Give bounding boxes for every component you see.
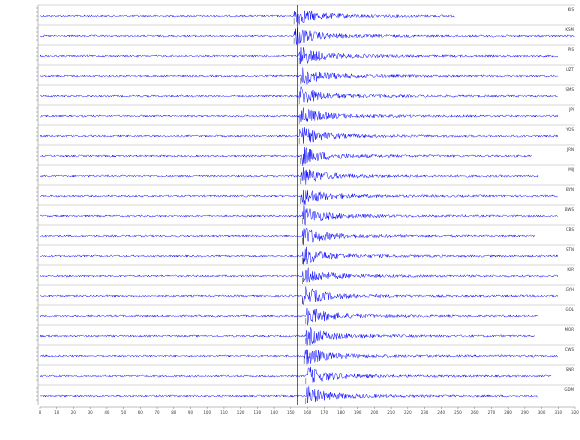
x-tick-label: 90	[188, 410, 194, 415]
waveform	[39, 10, 455, 25]
station-label: CWS	[565, 347, 575, 352]
x-tick-label: 40	[104, 410, 110, 415]
waveform	[39, 366, 552, 383]
waveform	[40, 86, 558, 103]
station-label: YOS	[565, 127, 574, 132]
x-tick-label: 200	[371, 410, 379, 415]
waveform	[39, 67, 558, 85]
waveform	[39, 286, 559, 306]
waveform	[39, 27, 575, 46]
x-tick-label: 280	[504, 410, 512, 415]
station-label: GDM	[564, 387, 574, 392]
station-label: SMS	[565, 87, 574, 92]
waveform	[39, 386, 539, 404]
x-tick-label: 0	[39, 410, 42, 415]
station-label: JPI	[568, 107, 574, 112]
station-label: CBS	[566, 227, 574, 232]
waveform	[39, 147, 532, 167]
x-tick-label: 100	[203, 410, 211, 415]
x-tick-label: 310	[554, 410, 562, 415]
station-label: GYH	[566, 287, 574, 292]
station-label: PIS	[568, 47, 575, 52]
x-tick-label: 10	[54, 410, 60, 415]
x-tick-label: 320	[571, 410, 579, 415]
waveform	[39, 227, 535, 246]
x-tick-label: 20	[71, 410, 77, 415]
station-label: MIJ	[568, 167, 574, 172]
station-label: KSM	[565, 27, 574, 32]
station-label: STN	[566, 247, 574, 252]
x-tick-label: 130	[254, 410, 262, 415]
x-tick-label: 70	[154, 410, 160, 415]
station-label: SNR	[566, 367, 575, 372]
x-tick-label: 240	[437, 410, 445, 415]
waveform	[39, 349, 558, 365]
x-tick-label: 270	[488, 410, 496, 415]
x-tick-label: 150	[287, 410, 295, 415]
x-tick-label: 80	[171, 410, 177, 415]
x-tick-label: 110	[220, 410, 228, 415]
x-tick-label: 120	[237, 410, 245, 415]
waveform	[39, 47, 559, 64]
station-label: GOL	[566, 307, 575, 312]
waveform	[39, 205, 559, 226]
x-tick-label: 160	[304, 410, 312, 415]
station-label: KIS	[568, 7, 575, 12]
x-tick-label: 250	[454, 410, 462, 415]
x-tick-label: 230	[421, 410, 429, 415]
station-label: BWS	[565, 207, 575, 212]
x-tick-label: 210	[387, 410, 395, 415]
x-tick-label: 30	[88, 410, 94, 415]
station-label: JRN	[566, 147, 574, 152]
waveform	[39, 308, 539, 326]
x-tick-label: 50	[121, 410, 127, 415]
waveform	[39, 190, 558, 205]
station-label: MOR	[565, 327, 575, 332]
station-label: UZT	[566, 67, 575, 72]
x-tick-label: 140	[270, 410, 278, 415]
waveform	[39, 167, 539, 185]
waveform	[39, 127, 559, 144]
waveform	[39, 107, 559, 122]
station-label: KIR	[567, 267, 574, 272]
waveform	[39, 327, 535, 346]
waveform	[39, 246, 559, 265]
x-tick-label: 60	[138, 410, 144, 415]
station-label: BYN	[566, 187, 574, 192]
x-tick-label: 180	[337, 410, 345, 415]
x-tick-label: 220	[404, 410, 412, 415]
waveform	[39, 267, 559, 283]
x-tick-label: 170	[320, 410, 328, 415]
x-tick-label: 290	[521, 410, 529, 415]
x-tick-label: 260	[471, 410, 479, 415]
x-tick-label: 190	[354, 410, 362, 415]
x-tick-label: 300	[538, 410, 546, 415]
